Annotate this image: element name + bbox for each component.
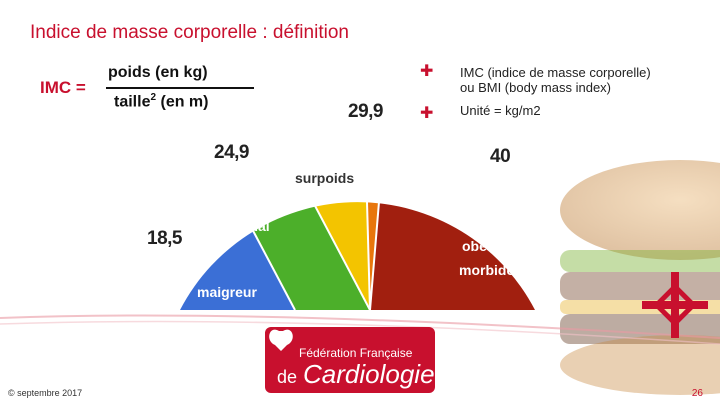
bullet-line: Unité = kg/m2 xyxy=(460,103,541,118)
bullet-line: IMC (indice de masse corporelle) xyxy=(460,65,651,80)
denominator-unit: (en m) xyxy=(160,93,209,111)
slide-title: Indice de masse corporelle : définition xyxy=(30,22,349,43)
plus-icon: ✚ xyxy=(420,105,434,122)
denominator-exponent: 2 xyxy=(150,92,157,103)
swoosh-lines xyxy=(0,314,720,345)
footer-copyright: © septembre 2017 xyxy=(8,388,83,398)
bullet-item: ✚ Unité = kg/m2 xyxy=(420,102,720,122)
bullet-item: ✚ IMC (indice de masse corporelle) ou BM… xyxy=(420,63,720,96)
bmi-scale: maigreur normal surpoids obésité sévère … xyxy=(180,130,535,311)
threshold-value: 24,9 xyxy=(214,142,249,163)
category-label: obésité xyxy=(462,238,511,254)
segment-divider xyxy=(364,130,371,311)
plus-icon: ✚ xyxy=(420,63,434,80)
bullet-line: ou BMI (body mass index) xyxy=(460,80,612,95)
threshold-value: 29,9 xyxy=(348,101,383,122)
segment-divider xyxy=(274,130,371,311)
category-label: surpoids xyxy=(295,170,354,186)
segment-obesite-morbide xyxy=(370,202,535,310)
formula-label: IMC = xyxy=(40,78,86,97)
denominator-text: taille xyxy=(114,93,151,111)
category-label: obésité xyxy=(384,164,433,180)
category-label: morbide xyxy=(459,262,514,278)
logo-line1: Fédération Française xyxy=(299,346,413,360)
category-label: sévère xyxy=(388,186,433,202)
segment-normal xyxy=(180,202,370,310)
logo-name: Cardiologie xyxy=(303,359,435,389)
ffc-logo: Fédération Française de Cardiologie xyxy=(265,327,435,393)
category-label: normal xyxy=(223,218,270,234)
page-number: 26 xyxy=(691,388,703,399)
threshold-value: 40 xyxy=(490,146,511,167)
category-label: maigreur xyxy=(197,284,257,300)
segment-divider xyxy=(249,224,296,311)
segment-divider xyxy=(369,189,381,311)
logo-prefix: de xyxy=(277,367,297,387)
red-cross-icon xyxy=(642,272,708,338)
threshold-value: 18,5 xyxy=(147,228,182,249)
fraction-bar xyxy=(106,87,254,89)
formula-numerator: poids (en kg) xyxy=(108,64,208,81)
formula-denominator: taille2 (en m) xyxy=(114,92,208,111)
bmi-formula: IMC = poids (en kg) taille2 (en m) xyxy=(40,64,254,114)
burger-illustration xyxy=(560,160,720,395)
